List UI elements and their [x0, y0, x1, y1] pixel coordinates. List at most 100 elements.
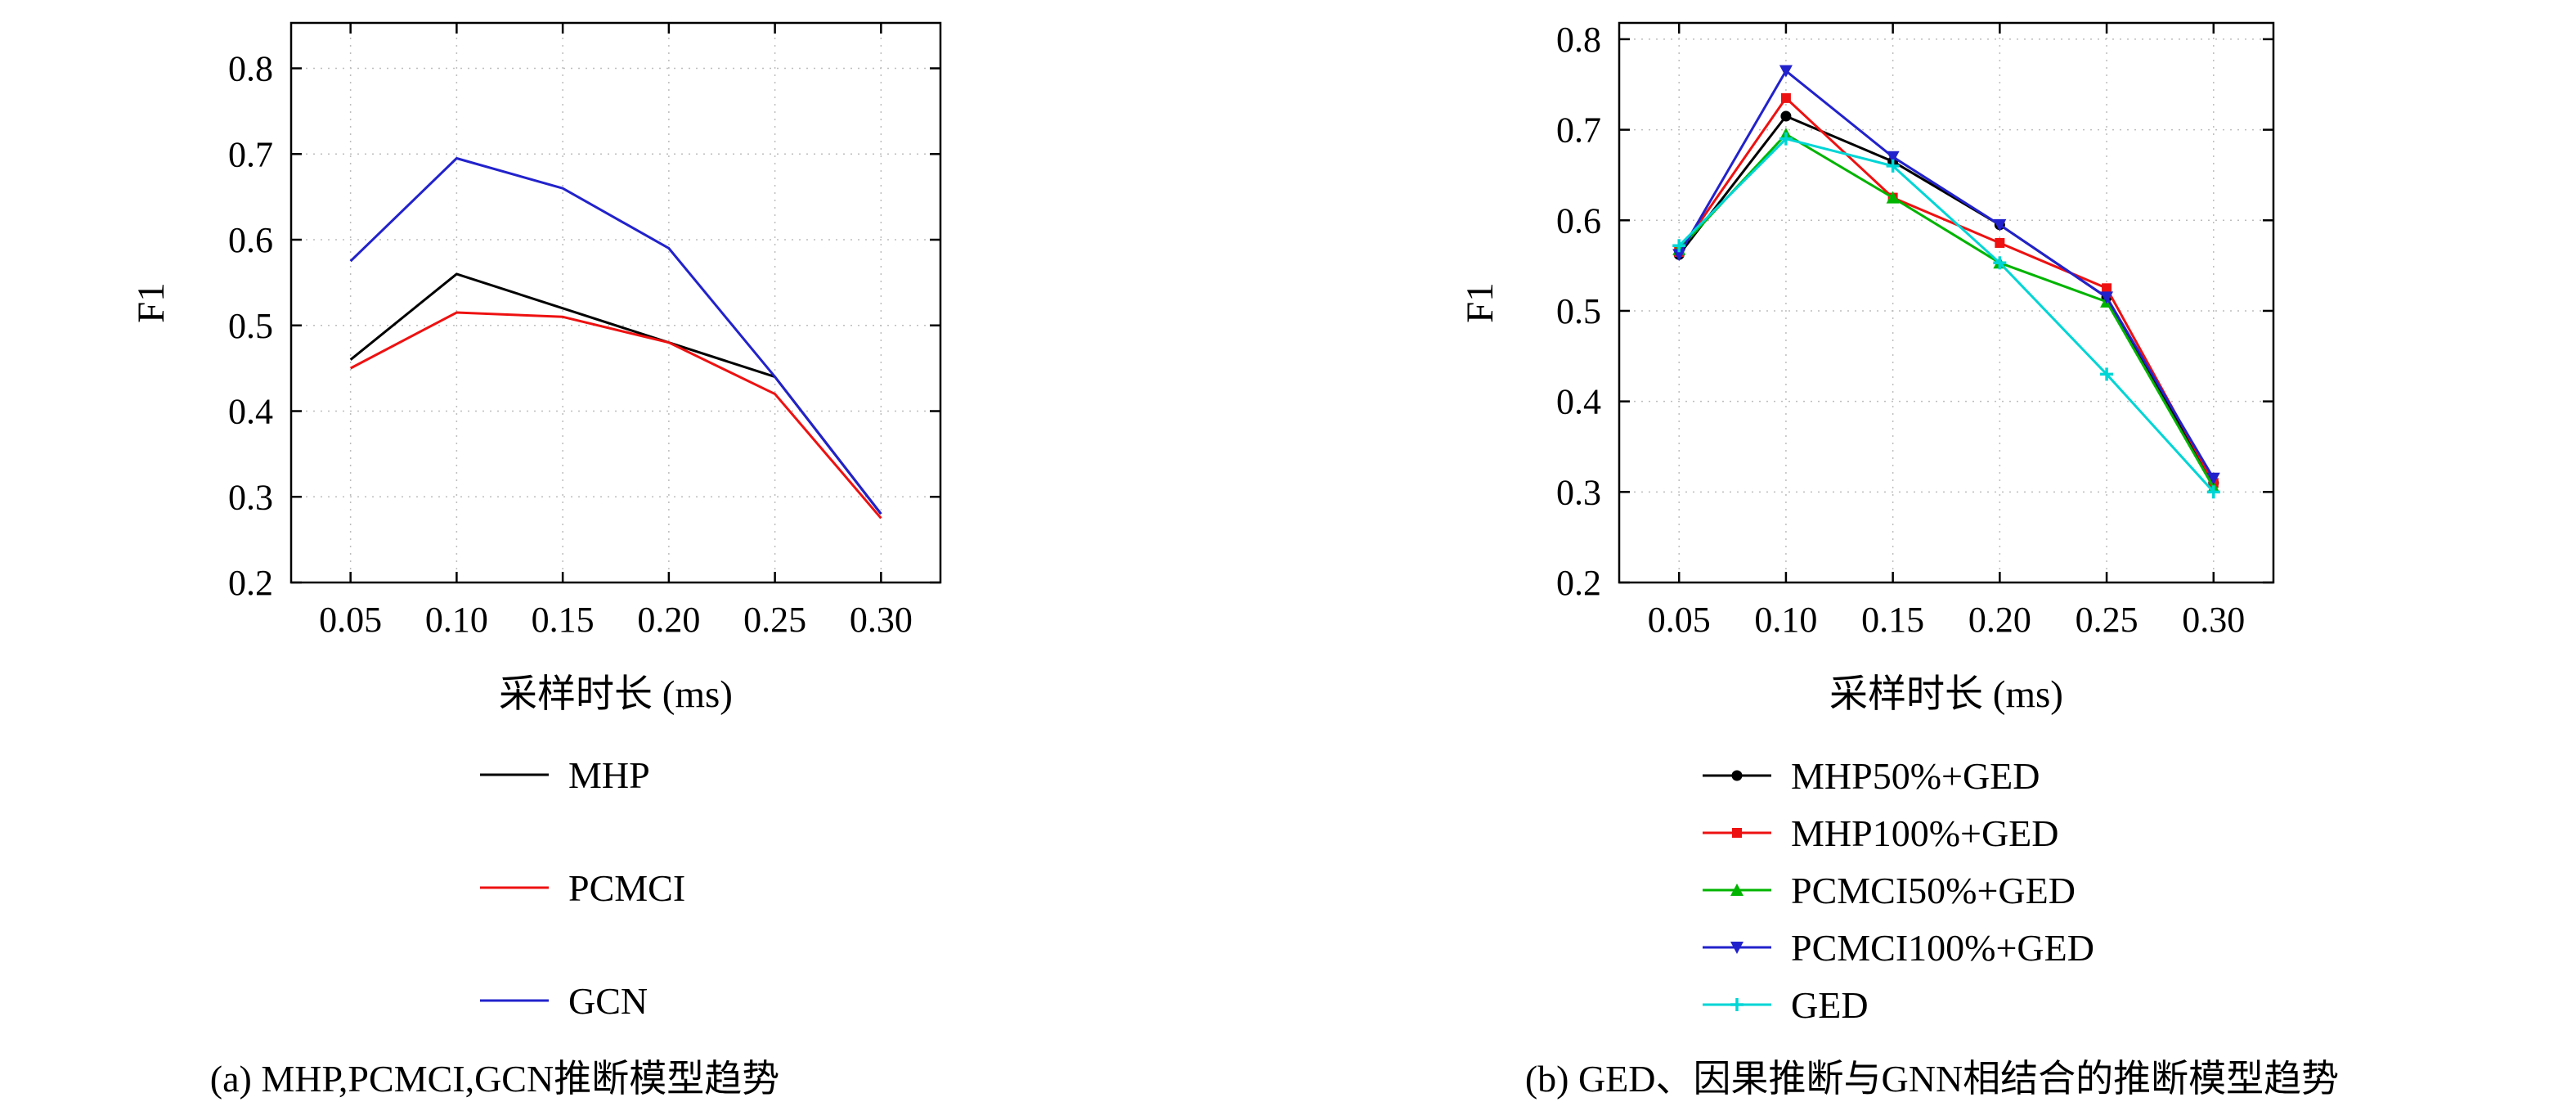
legend-line-sample	[480, 773, 549, 776]
legend-line-sample	[480, 886, 549, 889]
tick-marks	[291, 23, 940, 584]
marker-triangle-down	[1730, 942, 1744, 954]
y-tick-label: 0.4	[228, 392, 273, 432]
marker-square	[1995, 237, 2005, 248]
caption-a: (a) MHP,PCMCI,GCN推断模型趋势	[209, 1058, 780, 1100]
series-line	[1677, 70, 2215, 479]
series-line	[1678, 137, 2215, 493]
series-line	[349, 311, 882, 520]
x-tick-label: 0.30	[2182, 600, 2245, 640]
marker-triangle-up	[1730, 884, 1744, 896]
legend-item: MHP50%+GED	[1701, 749, 2094, 802]
legend-label: PCMCI	[568, 866, 686, 909]
y-axis-label: F1	[130, 282, 173, 323]
marker-triangle-down	[2100, 291, 2114, 304]
x-tick-label: 0.30	[850, 600, 913, 640]
legend-line-sample	[480, 999, 549, 1002]
y-tick-label: 0.5	[1556, 291, 1601, 331]
series-MHP100%+GED	[1674, 92, 2219, 488]
y-axis-label: F1	[1459, 282, 1501, 323]
legend-label: MHP100%+GED	[1791, 812, 2059, 854]
legend-item: PCMCI50%+GED	[1701, 864, 2094, 916]
x-tick-label: 0.25	[2076, 600, 2138, 640]
marker-triangle-down	[1779, 65, 1793, 78]
x-axis-label: 采样时长 (ms)	[499, 673, 733, 716]
legend-item: GED	[1701, 978, 2094, 1031]
legend-item: PCMCI100%+GED	[1701, 921, 2094, 974]
chart-b: 0.05 0.10 0.15 0.20 0.25 0.30 0.2 0.3 0.4 0.5 0.6 0…	[1459, 20, 2275, 716]
legend-line-sample	[1703, 942, 1771, 954]
legend-line-sample	[1703, 770, 1771, 781]
x-tick-label: 0.15	[532, 600, 595, 640]
panel-b: 0.05 0.10 0.15 0.20 0.25 0.30 0.2 0.3 0.4 0.5 0.6 0…	[1288, 0, 2576, 1111]
gridlines	[291, 23, 940, 583]
plot-border	[1618, 21, 2275, 584]
x-tick-label: 0.10	[425, 600, 488, 640]
legend-b: MHP50%+GED MHP100%+GED PCMCI50%+GED PCMCI10…	[1701, 749, 2094, 1036]
y-tick-label: 0.7	[228, 134, 273, 174]
series-line	[1678, 133, 2215, 488]
legend-line-sample	[1703, 884, 1771, 896]
x-tick-label: 0.20	[1968, 600, 2031, 640]
marker-triangle-up	[1886, 191, 1900, 204]
legend-label: PCMCI100%+GED	[1791, 926, 2094, 969]
x-tick-label: 0.05	[319, 600, 382, 640]
y-tick-label: 0.8	[228, 49, 273, 89]
chart-a: 0.05 0.10 0.15 0.20 0.25 0.30 0.2 0.3 0.4 0.5 0.6 0…	[130, 21, 942, 716]
y-tick-label: 0.2	[228, 563, 273, 603]
legend-item: PCMCI	[478, 859, 685, 916]
y-tick-label: 0.6	[228, 220, 273, 260]
series-line	[349, 157, 882, 515]
series-line	[349, 272, 882, 515]
legend-label: MHP	[568, 753, 650, 796]
tick-marks	[1619, 23, 2273, 584]
series-line	[1677, 97, 2215, 484]
x-tick-label: 0.05	[1648, 600, 1711, 640]
series-line	[1678, 115, 2215, 484]
legend-label: GCN	[568, 979, 648, 1022]
marker-square	[1732, 828, 1742, 838]
x-axis-label: 采样时长 (ms)	[1829, 673, 2063, 716]
x-tick-label: 0.10	[1754, 600, 1817, 640]
y-tick-label: 0.5	[228, 306, 273, 346]
series-PCMCI50%+GED	[1672, 128, 2220, 493]
panel-a: 0.05 0.10 0.15 0.20 0.25 0.30 0.2 0.3 0.4 0.5 0.6 0…	[130, 21, 942, 1100]
series-PCMCI	[349, 311, 882, 520]
legend-item: MHP100%+GED	[1701, 807, 2094, 859]
legend-label: GED	[1791, 983, 1869, 1026]
legend-line-sample	[1703, 998, 1771, 1011]
marker-triangle-down	[1993, 218, 2007, 232]
marker-circle	[1731, 770, 1743, 781]
legend-item: MHP	[478, 746, 685, 803]
y-tick-label: 0.7	[1556, 110, 1601, 151]
y-tick-label: 0.3	[228, 477, 273, 517]
series-PCMCI100%+GED	[1672, 65, 2220, 485]
legend-line-sample	[1703, 828, 1771, 838]
marker-circle	[1780, 110, 1792, 122]
tick-labels: 0.05 0.10 0.15 0.20 0.25 0.30 0.2 0.3 0.4 0.5 0.6 0…	[1556, 20, 2245, 640]
marker-triangle-down	[1886, 151, 1900, 164]
legend-label: MHP50%+GED	[1791, 754, 2040, 797]
x-tick-label: 0.20	[637, 600, 700, 640]
y-tick-label: 0.4	[1556, 382, 1601, 422]
y-tick-label: 0.3	[1556, 472, 1601, 512]
x-tick-label: 0.25	[743, 600, 806, 640]
series-GED	[1672, 132, 2220, 499]
y-tick-label: 0.6	[1556, 200, 1601, 241]
series-GCN	[349, 157, 882, 515]
marker-triangle-down	[1672, 249, 1686, 262]
plot-border	[289, 21, 942, 584]
y-tick-label: 0.2	[1556, 563, 1601, 603]
y-tick-label: 0.8	[1556, 20, 1601, 60]
gridlines	[1619, 23, 2273, 583]
x-tick-label: 0.15	[1861, 600, 1924, 640]
caption-b: (b) GED、因果推断与GNN相结合的推断模型趋势	[1524, 1058, 2340, 1100]
marker-square	[2102, 283, 2112, 294]
marker-triangle-down	[2206, 472, 2220, 485]
series-MHP	[349, 272, 882, 515]
legend-a: MHP PCMCI GCN	[478, 746, 685, 1085]
legend-item: GCN	[478, 972, 685, 1029]
legend-label: PCMCI50%+GED	[1791, 869, 2076, 911]
marker-square	[1780, 92, 1791, 103]
